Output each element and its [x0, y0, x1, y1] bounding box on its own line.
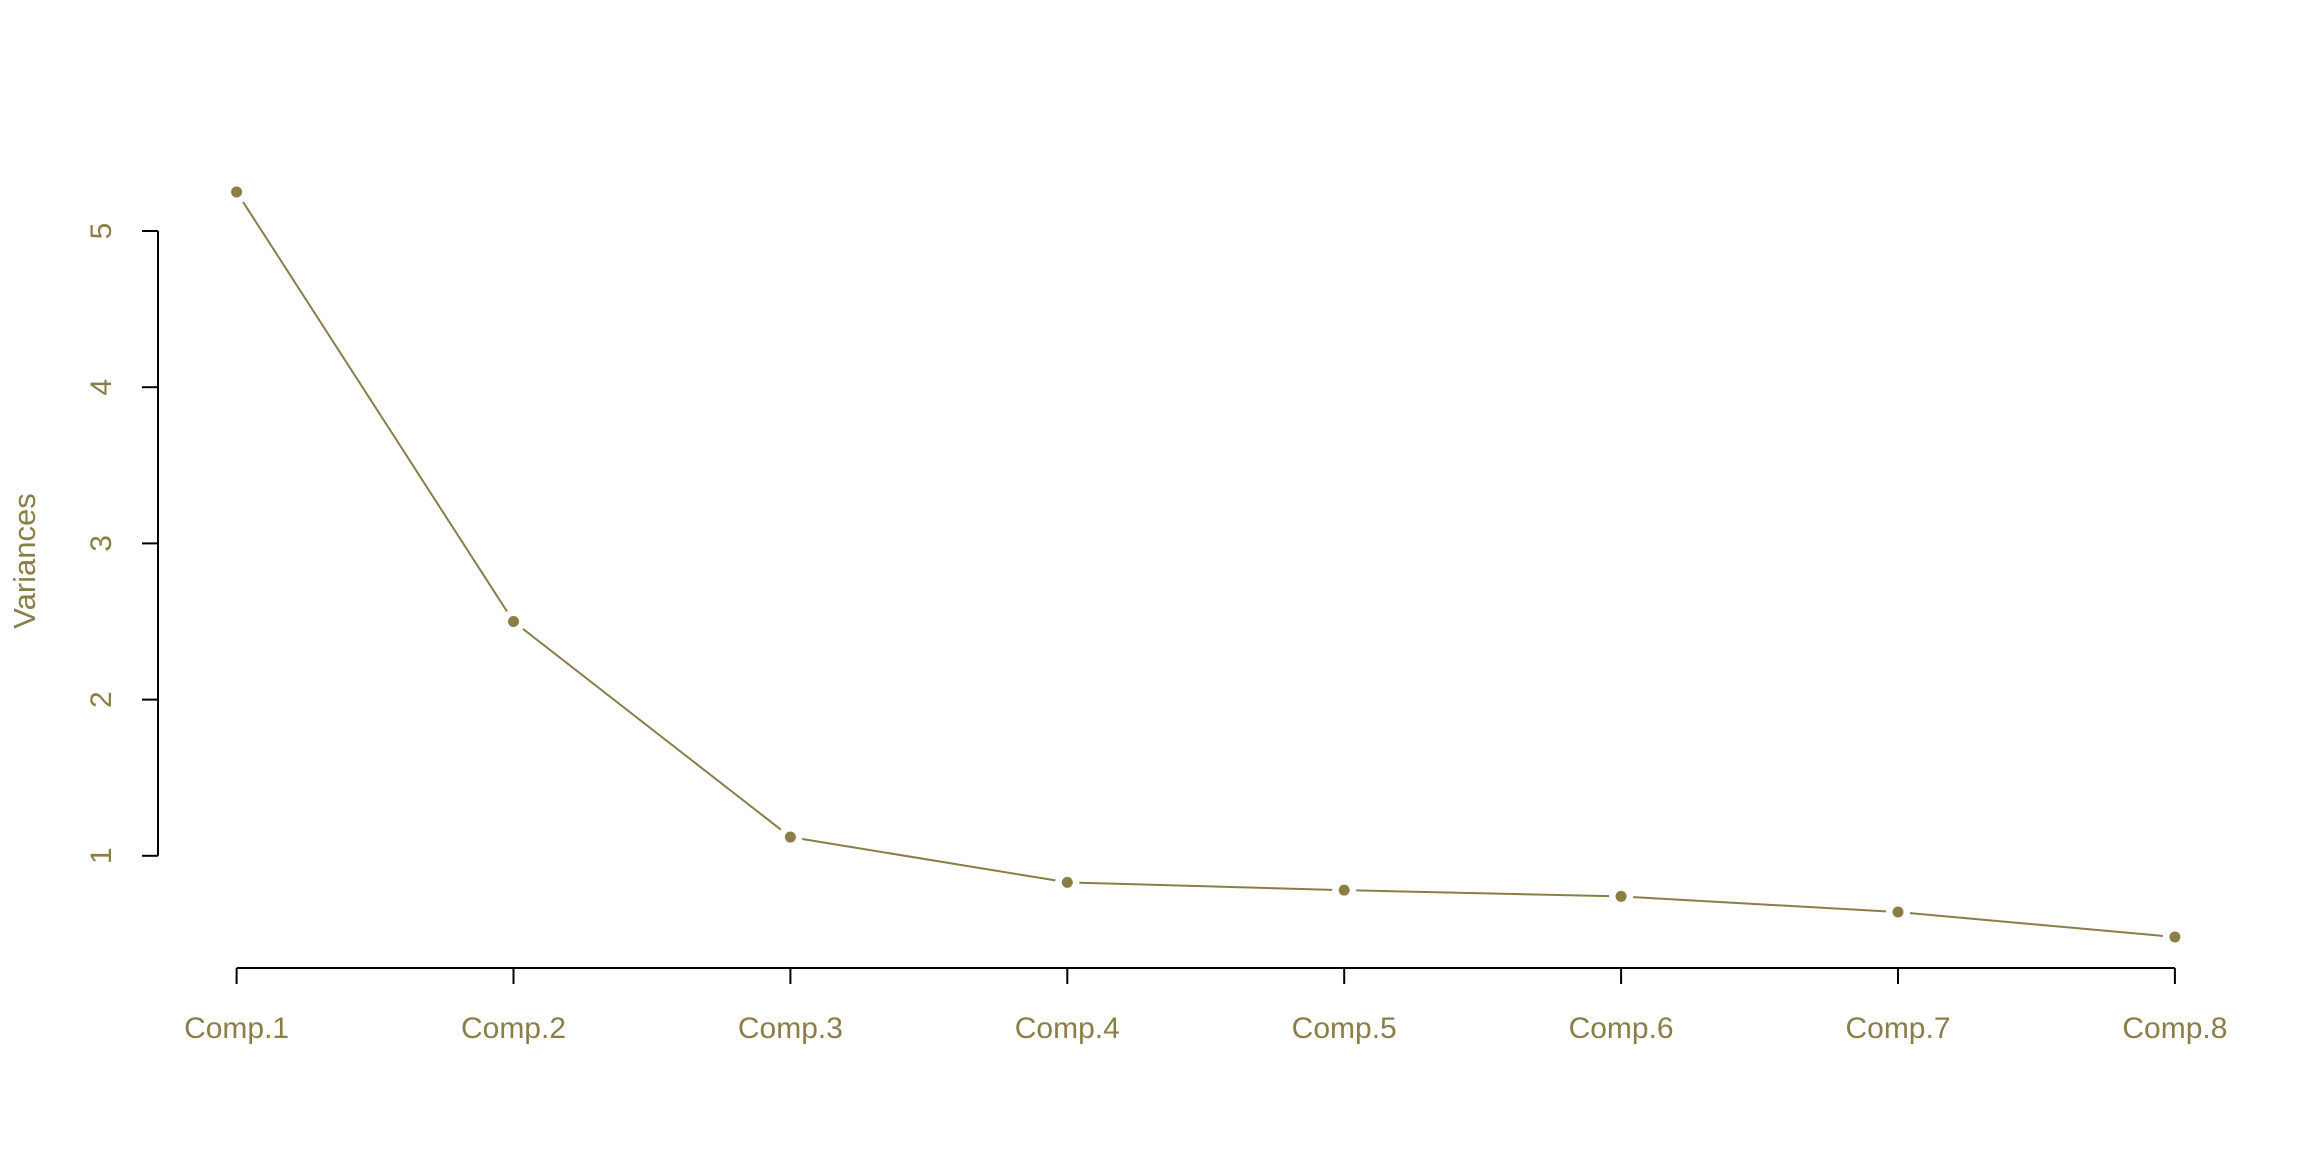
series-line-segment	[243, 202, 507, 611]
data-point	[508, 616, 519, 627]
series-line-segment	[1079, 883, 1332, 890]
y-tick-label: 5	[85, 223, 118, 240]
x-tick-label: Comp.3	[738, 1012, 843, 1045]
x-axis: Comp.1 Comp.2 Comp.3 Comp.4 Comp.5 Comp.6 Comp…	[184, 968, 2227, 1045]
x-tick-label: Comp.4	[1015, 1012, 1120, 1045]
y-tick-label: 1	[85, 847, 118, 864]
y-axis-label: Variances	[7, 493, 42, 629]
data-point	[1339, 885, 1350, 896]
x-tick-label: Comp.6	[1569, 1012, 1674, 1045]
data-point	[2169, 932, 2180, 943]
series-layer	[231, 186, 2180, 942]
x-tick-label: Comp.1	[184, 1012, 289, 1045]
series-line-segment	[1356, 890, 1609, 896]
x-tick-label: Comp.2	[461, 1012, 566, 1045]
x-tick-label: Comp.5	[1292, 1012, 1397, 1045]
data-point	[785, 832, 796, 843]
series-line-segment	[523, 629, 781, 830]
series-line-segment	[802, 839, 1055, 880]
y-tick-label: 4	[85, 379, 118, 396]
data-point	[1616, 891, 1627, 902]
x-tick-label: Comp.7	[1845, 1012, 1950, 1045]
x-tick-label: Comp.8	[2122, 1012, 2227, 1045]
series-line-segment	[1633, 897, 1886, 911]
data-point	[231, 186, 242, 197]
y-tick-label: 3	[85, 535, 118, 552]
data-point	[1893, 907, 1904, 918]
y-tick-label: 2	[85, 691, 118, 708]
series-line-segment	[1910, 913, 2163, 936]
y-axis: 1 2 3 4 5	[85, 223, 158, 864]
data-point	[1062, 877, 1073, 888]
